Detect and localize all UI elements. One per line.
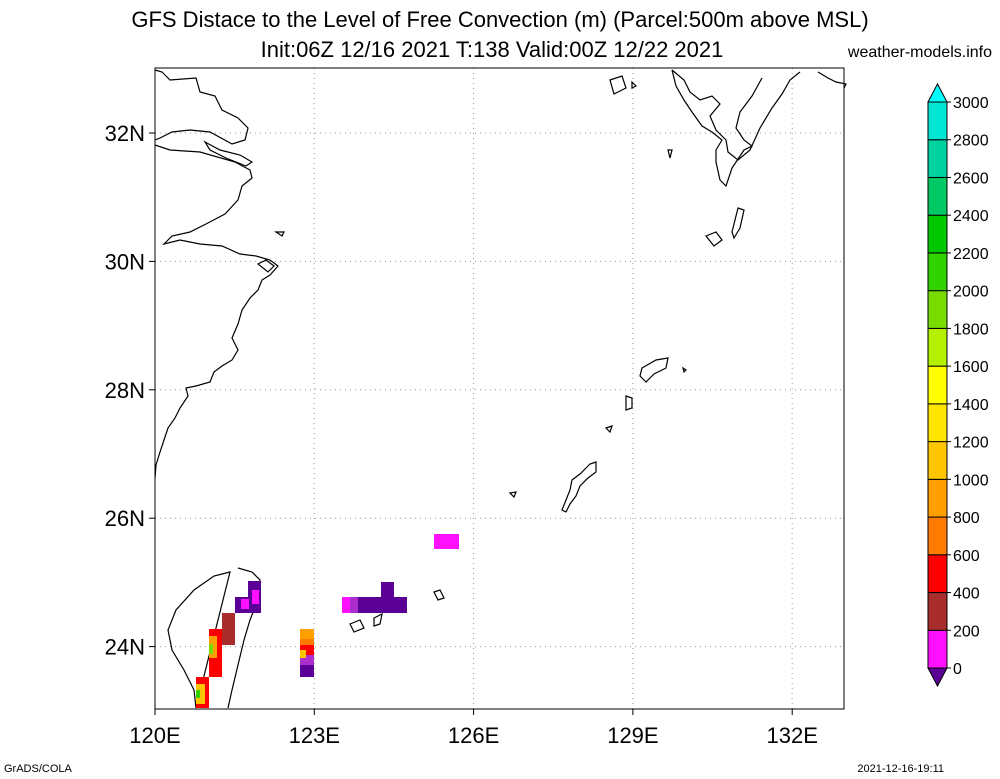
kyushu-islands: [817, 71, 847, 89]
legend-label: 2000: [953, 284, 989, 301]
legend-label: 200: [953, 623, 980, 640]
legend-swatch: [927, 629, 948, 669]
lat-label: 28N: [105, 378, 145, 403]
lat-label: 32N: [105, 121, 145, 146]
coastal-island: [256, 259, 275, 273]
data-cell: [196, 684, 205, 704]
map-frame: [154, 67, 845, 710]
legend-swatch: [927, 592, 948, 631]
kyushu-coastline: [671, 69, 801, 188]
china-coastline: [154, 69, 279, 479]
legend-swatch: [927, 214, 948, 254]
legend-swatch: [927, 365, 948, 405]
lat-label: 30N: [105, 249, 145, 274]
legend-label: 1200: [953, 435, 989, 452]
data-cell: [350, 597, 358, 613]
kyushu-islands: [631, 80, 638, 89]
legend-label: 2600: [953, 170, 989, 187]
data-cell: [342, 597, 350, 613]
legend-swatch: [927, 327, 948, 367]
color-legend: 0 200 400 600 800 1000 1200 1400 1600 1800 2000 220…: [927, 82, 989, 688]
yakushima-island: [705, 231, 723, 247]
data-cell: [434, 534, 459, 549]
taiwan-coastline: [167, 567, 261, 709]
lat-label: 24N: [105, 635, 145, 660]
legend-label: 2800: [953, 133, 989, 150]
coastal-island: [274, 231, 285, 237]
data-cell: [300, 629, 314, 639]
data-cell: [196, 690, 200, 698]
data-cell: [342, 597, 407, 613]
site-credit: weather-models.info: [847, 44, 992, 61]
legend-label: 800: [953, 510, 980, 527]
legend-swatch: [927, 478, 948, 518]
amami-island: [639, 357, 669, 383]
legend-swatch: [927, 252, 948, 292]
lon-label: 132E: [767, 723, 818, 748]
coastlines: [154, 69, 847, 709]
data-cell: [252, 590, 259, 604]
footer-timestamp: 2021-12-16-19:11: [857, 763, 944, 775]
data-cells: [196, 534, 459, 708]
small-island: [604, 425, 613, 434]
legend-label: 1600: [953, 359, 989, 376]
footer-credit: GrADS/COLA: [4, 763, 72, 775]
legend-swatch: [927, 290, 948, 329]
axis-labels: 32N 30N 28N 26N 24N 120E 123E 126E 129E 132E: [105, 121, 818, 748]
small-island: [373, 612, 383, 627]
graticule: [155, 68, 844, 709]
legend-swatch: [927, 101, 948, 141]
kyushu-islands: [667, 149, 673, 159]
chart-title: GFS Distace to the Level of Free Convect…: [131, 7, 869, 32]
small-island: [508, 491, 517, 499]
lon-label: 129E: [607, 723, 658, 748]
data-cell: [300, 665, 314, 677]
data-cell: [300, 655, 314, 665]
lat-label: 26N: [105, 506, 145, 531]
legend-label: 400: [953, 586, 980, 603]
legend-swatch: [927, 139, 948, 178]
legend-cap-top: [927, 82, 948, 103]
data-cell: [381, 582, 394, 597]
legend-label: 2200: [953, 246, 989, 263]
tanegashima-island: [731, 207, 745, 240]
miyako-island: [433, 589, 445, 601]
legend-label: 0: [953, 661, 962, 678]
legend-label: 1800: [953, 321, 989, 338]
legend-swatch: [927, 516, 948, 556]
legend-swatch: [927, 441, 948, 480]
data-cell: [209, 644, 213, 654]
okinawa-island: [561, 461, 597, 513]
data-cell: [241, 599, 249, 609]
legend-label: 2400: [953, 208, 989, 225]
legend-label: 600: [953, 548, 980, 565]
legend-swatch: [927, 554, 948, 594]
legend-swatch: [927, 176, 948, 216]
data-cell: [300, 650, 306, 658]
chart-subtitle: Init:06Z 12/16 2021 T:138 Valid:00Z 12/2…: [260, 37, 724, 62]
legend-swatch: [927, 403, 948, 443]
small-island: [625, 395, 633, 411]
kyushu-islands: [609, 75, 627, 95]
yangtze-estuary: [203, 140, 254, 167]
legend-cap-bottom: [927, 667, 948, 688]
lon-label: 123E: [289, 723, 340, 748]
legend-label: 3000: [953, 95, 989, 112]
data-cell: [300, 645, 314, 655]
data-cell: [222, 613, 235, 645]
legend-label: 1400: [953, 397, 989, 414]
ishigaki-island: [349, 619, 365, 633]
legend-label: 1000: [953, 472, 989, 489]
lon-label: 120E: [129, 723, 180, 748]
lon-label: 126E: [448, 723, 499, 748]
small-island: [682, 366, 687, 374]
